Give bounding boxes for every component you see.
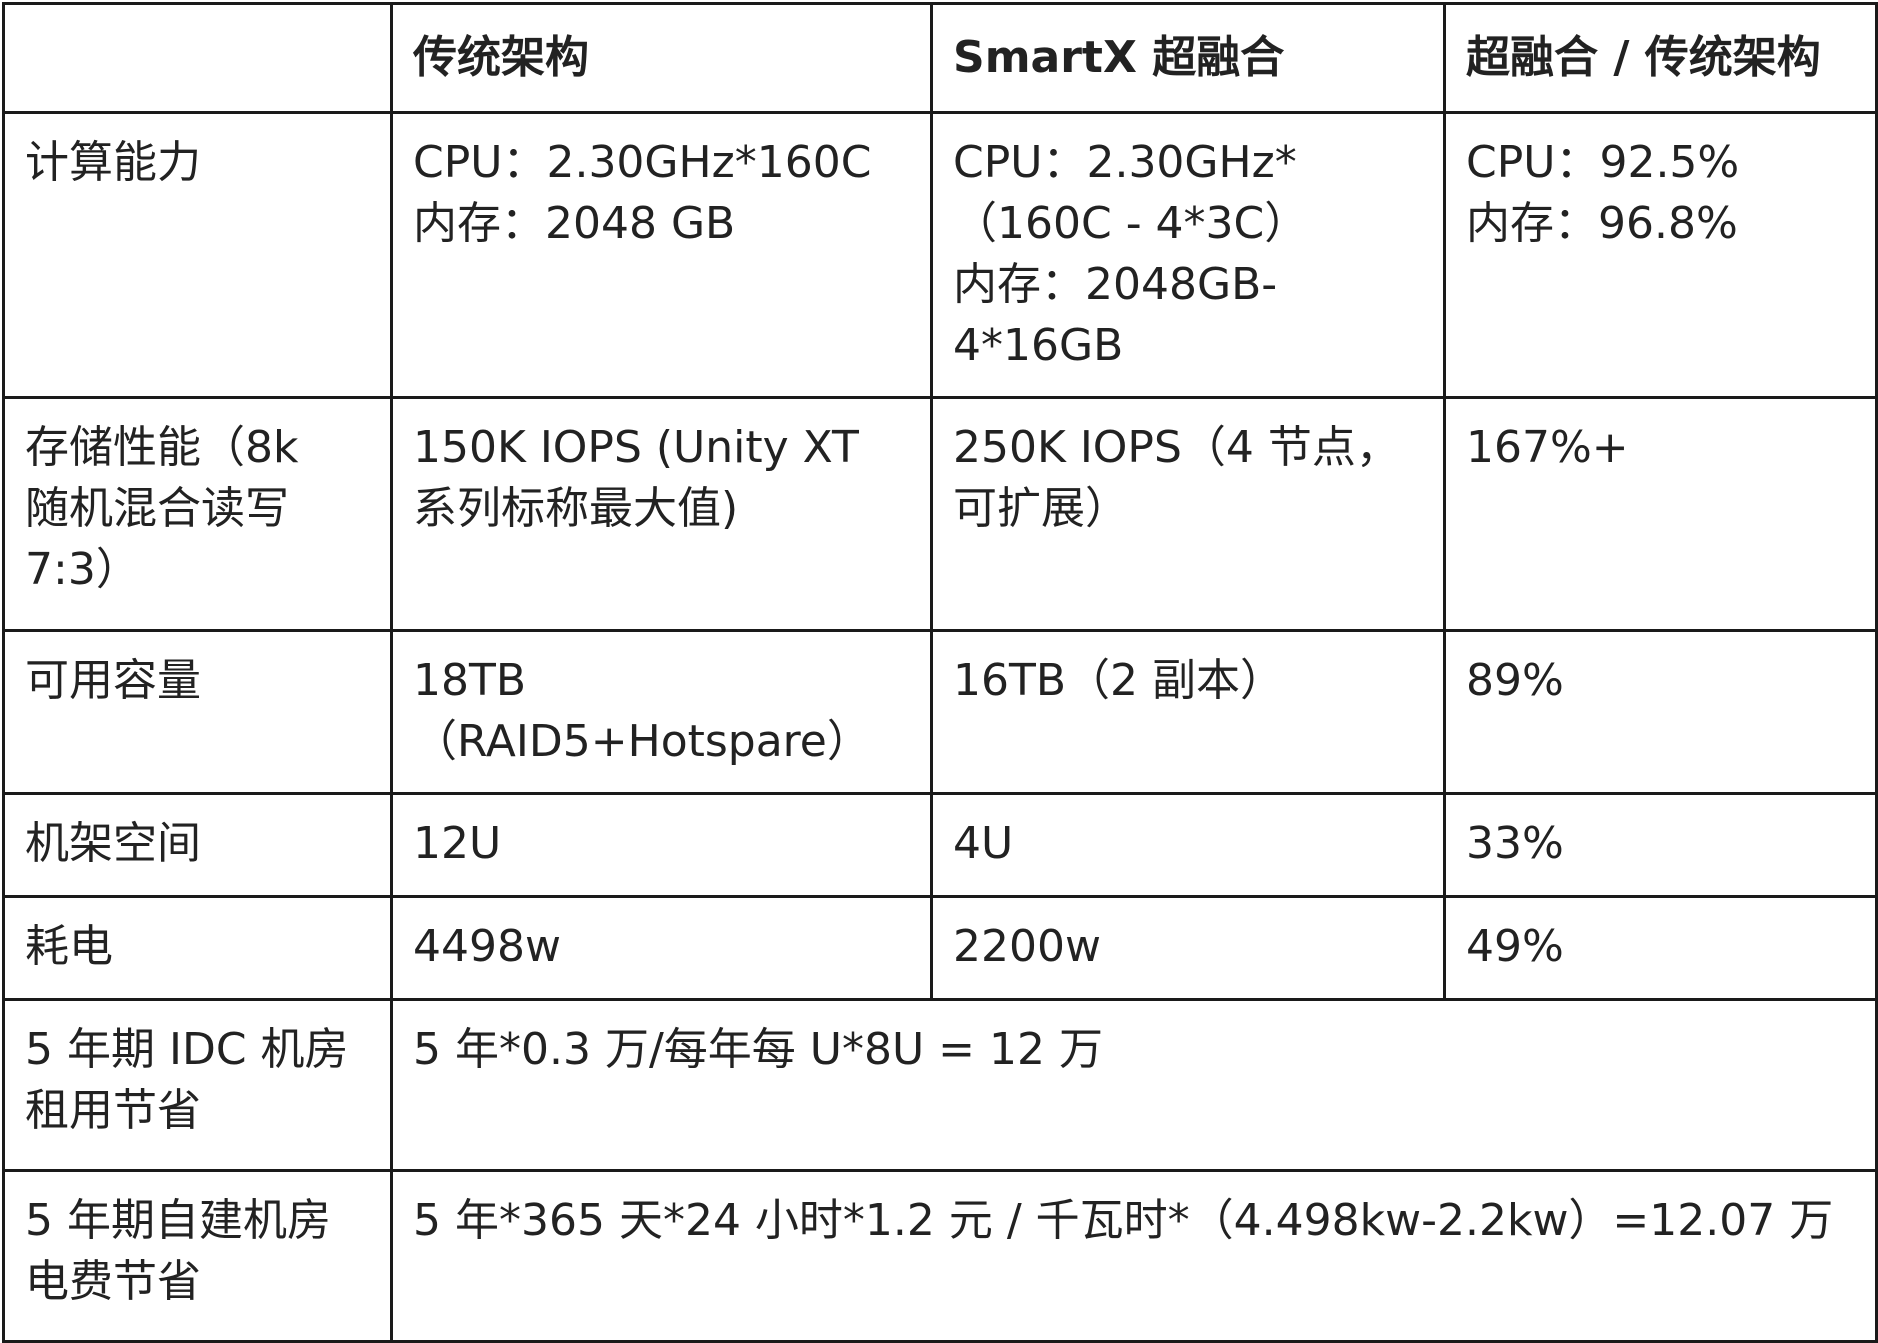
- table-row: 可用容量 18TB （RAID5+Hotspare） 16TB（2 副本） 89…: [2, 629, 1878, 795]
- savings-value: 5 年*365 天*24 小时*1.2 元 / 千瓦时*（4.498kw-2.2…: [390, 1169, 1878, 1343]
- row-label: 存储性能（8k 随机混合读写 7:3）: [2, 396, 393, 632]
- traditional-cell: 12U: [390, 792, 933, 898]
- row-label: 可用容量: [2, 629, 393, 795]
- savings-row: 5 年期 IDC 机房 租用节省 5 年*0.3 万/每年每 U*8U = 12…: [2, 998, 1878, 1172]
- header-blank-cell: [2, 2, 393, 114]
- row-label: 5 年期 IDC 机房 租用节省: [2, 998, 393, 1172]
- traditional-cell: 150K IOPS (Unity XT 系列标称最大值): [390, 396, 933, 632]
- ratio-cell: 33%: [1443, 792, 1878, 898]
- row-label: 计算能力: [2, 111, 393, 399]
- header-ratio: 超融合 / 传统架构: [1443, 2, 1878, 114]
- traditional-cell: 18TB （RAID5+Hotspare）: [390, 629, 933, 795]
- smartx-cell: 16TB（2 副本）: [930, 629, 1446, 795]
- smartx-cell: 4U: [930, 792, 1446, 898]
- header-smartx: SmartX 超融合: [930, 2, 1446, 114]
- ratio-cell: 89%: [1443, 629, 1878, 795]
- row-label: 5 年期自建机房 电费节省: [2, 1169, 393, 1343]
- table-row: 计算能力 CPU：2.30GHz*160C 内存：2048 GB CPU：2.3…: [2, 111, 1878, 399]
- smartx-cell: 250K IOPS（4 节点， 可扩展）: [930, 396, 1446, 632]
- row-label: 耗电: [2, 895, 393, 1001]
- ratio-cell: 167%+: [1443, 396, 1878, 632]
- savings-value: 5 年*0.3 万/每年每 U*8U = 12 万: [390, 998, 1878, 1172]
- ratio-cell: CPU：92.5% 内存：96.8%: [1443, 111, 1878, 399]
- table-row: 耗电 4498w 2200w 49%: [2, 895, 1878, 1001]
- header-row: 传统架构 SmartX 超融合 超融合 / 传统架构: [2, 2, 1878, 114]
- traditional-cell: 4498w: [390, 895, 933, 1001]
- header-traditional: 传统架构: [390, 2, 933, 114]
- savings-row: 5 年期自建机房 电费节省 5 年*365 天*24 小时*1.2 元 / 千瓦…: [2, 1169, 1878, 1343]
- table-row: 机架空间 12U 4U 33%: [2, 792, 1878, 898]
- row-label: 机架空间: [2, 792, 393, 898]
- smartx-cell: CPU：2.30GHz* （160C - 4*3C） 内存：2048GB- 4*…: [930, 111, 1446, 399]
- traditional-cell: CPU：2.30GHz*160C 内存：2048 GB: [390, 111, 933, 399]
- smartx-cell: 2200w: [930, 895, 1446, 1001]
- ratio-cell: 49%: [1443, 895, 1878, 1001]
- table-row: 存储性能（8k 随机混合读写 7:3） 150K IOPS (Unity XT …: [2, 396, 1878, 632]
